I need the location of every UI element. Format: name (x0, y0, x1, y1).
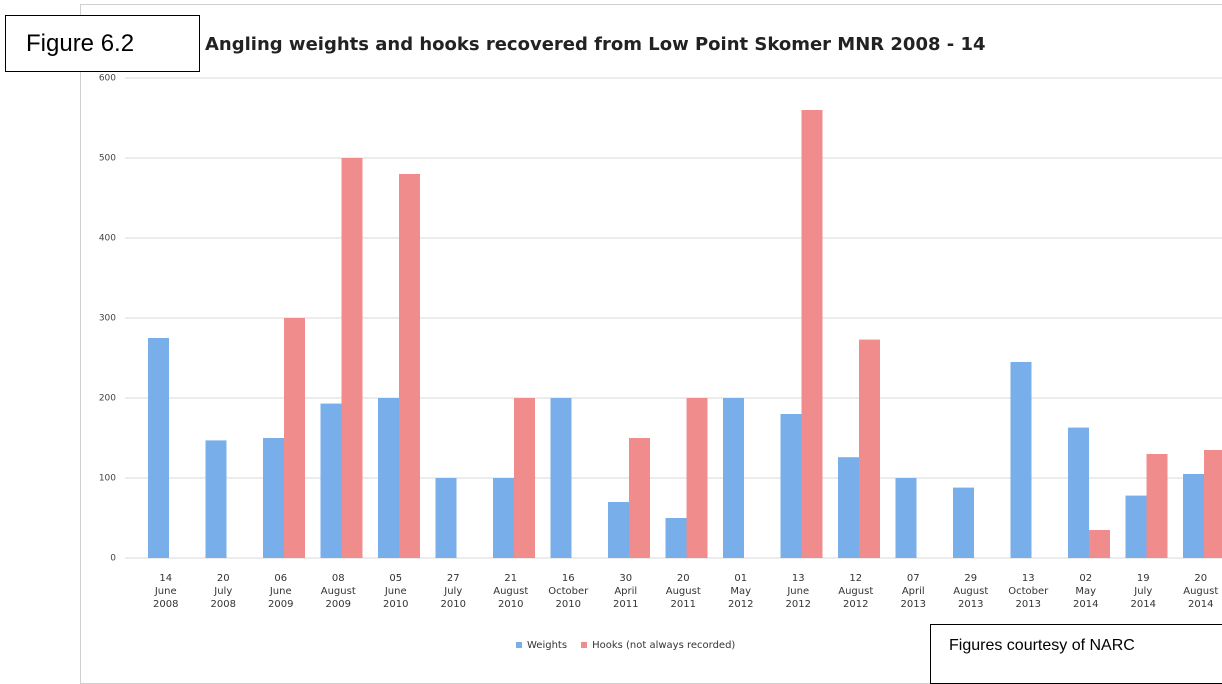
x-tick-label: 08 August 2009 (320, 573, 356, 610)
legend-label: Weights (527, 640, 568, 651)
x-tick-label: 21 August 2010 (493, 573, 529, 610)
bar (399, 174, 420, 558)
bar (514, 398, 535, 558)
bar (629, 438, 650, 558)
x-tick-label: 05 June 2010 (383, 573, 409, 610)
bar (493, 478, 514, 558)
x-tick-label: 02 May 2014 (1073, 573, 1099, 610)
y-tick-label: 500 (99, 154, 116, 164)
y-tick-label: 600 (99, 74, 116, 84)
bar (608, 502, 629, 558)
y-tick-label: 400 (99, 234, 116, 244)
figure-label: Figure 6.2 (5, 15, 200, 72)
bar (320, 403, 342, 558)
bar (686, 398, 708, 558)
bar (801, 110, 823, 558)
bar (1183, 474, 1204, 558)
x-tick-label: 12 August 2012 (838, 573, 874, 610)
bar (838, 457, 859, 558)
y-tick-label: 0 (110, 554, 116, 564)
x-tick-label: 27 July 2010 (440, 573, 466, 610)
legend-swatch (516, 642, 522, 648)
legend-swatch (581, 642, 588, 648)
bar (780, 414, 802, 558)
x-tick-label: 06 June 2009 (268, 573, 294, 610)
credit-note: Figures courtesy of NARC (930, 624, 1222, 684)
bar (1068, 427, 1089, 558)
bar (1146, 454, 1168, 558)
bar (1125, 495, 1147, 558)
bar (953, 487, 974, 558)
x-tick-label: 20 August 2011 (665, 573, 701, 610)
bar (723, 398, 744, 558)
bar (148, 338, 169, 558)
bar (1204, 450, 1222, 558)
bar (205, 440, 227, 558)
y-tick-label: 200 (99, 394, 116, 404)
x-tick-label: 20 July 2008 (210, 573, 236, 610)
x-tick-label: 13 June 2012 (785, 573, 811, 610)
legend-item: Weights (516, 640, 567, 651)
x-tick-label: 13 October 2013 (1008, 573, 1049, 610)
legend-label: Hooks (not always recorded) (592, 640, 736, 651)
y-tick-label: 100 (99, 474, 116, 484)
x-tick-label: 14 June 2008 (153, 573, 179, 610)
x-tick-label: 29 August 2013 (953, 573, 989, 610)
chart-title: Angling weights and hooks recovered from… (205, 34, 986, 55)
x-tick-label: 30 April 2011 (613, 573, 639, 610)
legend-item: Hooks (not always recorded) (581, 640, 735, 651)
y-tick-label: 300 (99, 314, 116, 324)
x-tick-label: 20 August 2014 (1183, 573, 1219, 610)
x-tick-label: 19 July 2014 (1130, 573, 1156, 610)
bar (435, 478, 457, 558)
bar (341, 158, 363, 558)
x-tick-label: 16 October 2010 (548, 573, 589, 610)
bar (895, 478, 917, 558)
bar (263, 438, 284, 558)
bar (284, 318, 305, 558)
bar (550, 398, 572, 558)
bar (859, 339, 880, 558)
bar (1089, 530, 1110, 558)
bar (665, 518, 687, 558)
bar (1010, 362, 1032, 558)
x-tick-label: 07 April 2013 (900, 573, 926, 610)
bar (378, 398, 399, 558)
legend: Weights Hooks (not always recorded) (516, 640, 735, 651)
x-tick-label: 01 May 2012 (728, 573, 754, 610)
